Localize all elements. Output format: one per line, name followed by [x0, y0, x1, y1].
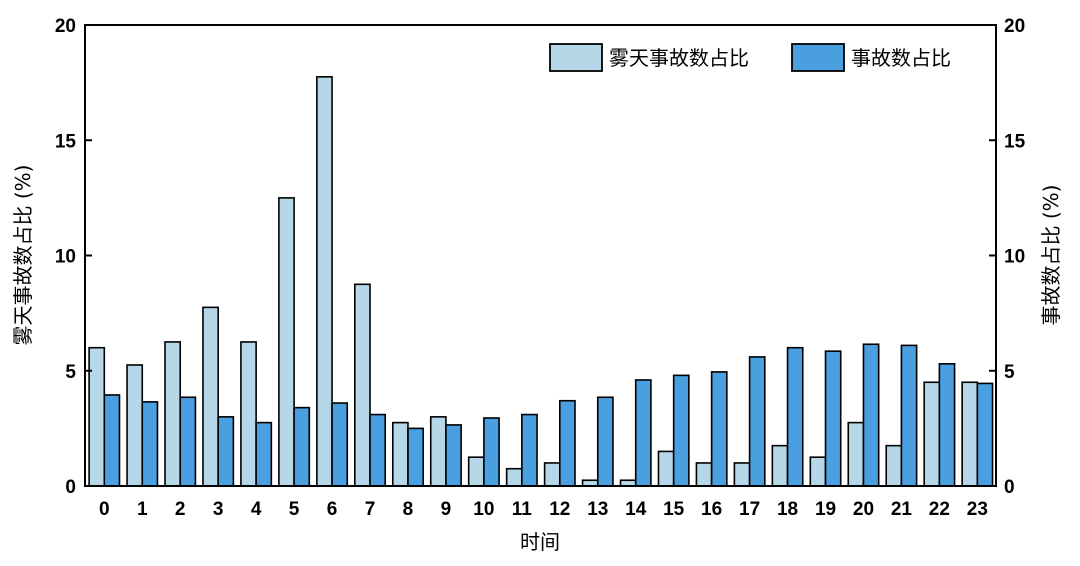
- bar-fog-22: [923, 381, 941, 487]
- bar-fog-8: [391, 421, 409, 487]
- bar-total-19: [824, 350, 842, 487]
- bar-fog-20: [847, 421, 865, 487]
- bar-total-3: [217, 416, 235, 487]
- bar-fog-1: [126, 364, 144, 487]
- bar-total-0: [103, 394, 121, 487]
- x-tick-label-9: 9: [441, 499, 452, 520]
- bar-total-9: [445, 424, 462, 487]
- bar-total-20: [862, 343, 880, 487]
- bar-total-14: [634, 379, 652, 487]
- x-tick-label-6: 6: [327, 499, 338, 520]
- bar-total-12: [558, 399, 576, 487]
- x-tick-label-8: 8: [403, 499, 414, 520]
- x-tick-label-5: 5: [289, 499, 300, 520]
- y-tick-label-right-15: 15: [1004, 131, 1026, 152]
- y-tick-label-right-20: 20: [1004, 16, 1025, 37]
- y-axis-title-right: 事故数占比 (%): [1039, 185, 1063, 326]
- bar-fog-2: [164, 341, 182, 487]
- axis-ticks: 0 1 2 3 4 5 6 7 8 9 10 11 12 13 14 15 16 17 18 19 20 21 22 230 0…: [55, 16, 1026, 520]
- bars-layer: [88, 76, 994, 487]
- x-tick-label-7: 7: [365, 499, 376, 520]
- bar-fog-9: [429, 416, 447, 487]
- bar-fog-23: [961, 381, 979, 487]
- legend: 雾天事故数占比 事故数占比: [549, 43, 951, 72]
- bar-total-17: [748, 356, 766, 487]
- x-tick-label-10: 10: [473, 499, 494, 520]
- x-tick-label-21: 21: [891, 499, 913, 520]
- y-tick-label-left-15: 15: [55, 131, 77, 152]
- bar-fog-5: [278, 197, 295, 487]
- y-tick-label-right-5: 5: [1004, 362, 1015, 383]
- x-tick-label-12: 12: [549, 499, 570, 520]
- x-tick-label-15: 15: [663, 499, 685, 520]
- x-tick-label-13: 13: [587, 499, 608, 520]
- bar-fog-21: [885, 444, 903, 487]
- y-tick-label-left-0: 0: [65, 477, 76, 498]
- bar-fog-19: [809, 456, 827, 487]
- x-tick-label-22: 22: [929, 499, 950, 520]
- x-tick-label-19: 19: [815, 499, 836, 520]
- x-tick-label-2: 2: [175, 499, 186, 520]
- x-tick-label-14: 14: [625, 499, 647, 520]
- x-tick-label-3: 3: [213, 499, 224, 520]
- bar-total-16: [710, 371, 728, 487]
- y-tick-label-right-10: 10: [1004, 247, 1025, 268]
- x-tick-label-20: 20: [853, 499, 874, 520]
- bar-total-4: [255, 421, 273, 487]
- bar-total-22: [938, 363, 956, 487]
- bar-total-21: [900, 344, 918, 487]
- legend-swatch-total: [791, 43, 845, 72]
- bar-fog-17: [733, 462, 751, 487]
- bar-total-13: [596, 396, 614, 487]
- bar-fog-3: [202, 306, 219, 487]
- bar-total-1: [141, 401, 159, 487]
- bar-fog-7: [354, 283, 371, 487]
- bar-fog-6: [316, 76, 333, 487]
- x-tick-label-1: 1: [137, 499, 148, 520]
- bar-fog-11: [505, 467, 523, 487]
- x-tick-label-18: 18: [777, 499, 798, 520]
- bar-total-15: [672, 374, 690, 487]
- legend-label-total: 事故数占比: [851, 46, 951, 70]
- x-tick-label-4: 4: [251, 499, 262, 520]
- y-axis-title-left: 雾天事故数占比 (%): [11, 165, 35, 346]
- y-tick-label-right-0: 0: [1004, 477, 1015, 498]
- bar-fog-15: [657, 450, 675, 487]
- x-axis-title: 时间: [520, 530, 560, 554]
- bar-total-11: [521, 413, 538, 487]
- x-tick-label-23: 23: [967, 499, 988, 520]
- bar-total-10: [483, 417, 500, 487]
- bar-total-8: [407, 427, 424, 487]
- x-tick-label-17: 17: [739, 499, 760, 520]
- bar-total-18: [786, 346, 804, 487]
- bar-total-23: [976, 382, 994, 487]
- legend-swatch-fog: [549, 43, 603, 72]
- x-tick-label-16: 16: [701, 499, 722, 520]
- bar-fog-12: [543, 462, 561, 487]
- y-tick-label-left-10: 10: [55, 247, 76, 268]
- bar-total-6: [331, 402, 349, 487]
- legend-label-fog: 雾天事故数占比: [609, 46, 749, 70]
- y-tick-label-left-5: 5: [65, 362, 76, 383]
- x-tick-label-0: 0: [99, 499, 110, 520]
- bar-fog-10: [467, 456, 485, 487]
- bar-fog-4: [240, 341, 257, 487]
- x-tick-label-11: 11: [512, 499, 533, 520]
- y-tick-label-left-20: 20: [55, 16, 76, 37]
- bar-fog-16: [695, 462, 713, 487]
- bar-total-5: [293, 406, 311, 487]
- bar-total-7: [369, 413, 387, 487]
- bar-total-2: [179, 396, 197, 487]
- bar-fog-18: [771, 444, 789, 487]
- bar-fog-0: [88, 346, 106, 487]
